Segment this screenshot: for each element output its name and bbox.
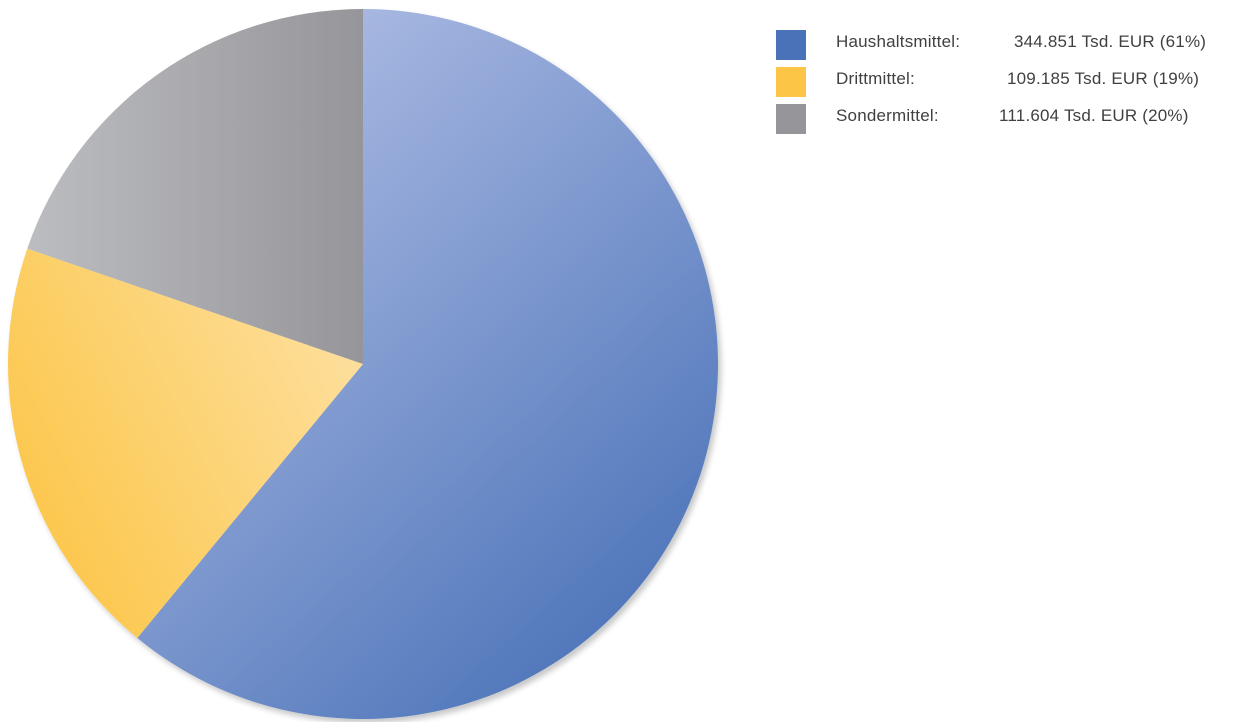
legend-label-sondermittel: Sondermittel: bbox=[836, 106, 939, 125]
chart-legend: Haushaltsmittel: 344.851 Tsd. EUR (61%) … bbox=[776, 24, 1246, 135]
legend-swatch-haushaltsmittel bbox=[776, 30, 806, 60]
legend-item-sondermittel: Sondermittel: 111.604 Tsd. EUR (20%) bbox=[776, 98, 1246, 135]
legend-value-sondermittel: 111.604 Tsd. EUR (20%) bbox=[999, 106, 1189, 125]
legend-label-drittmittel: Drittmittel: bbox=[836, 69, 915, 88]
legend-value-haushaltsmittel: 344.851 Tsd. EUR (61%) bbox=[1014, 32, 1207, 51]
legend-value-drittmittel: 109.185 Tsd. EUR (19%) bbox=[1007, 69, 1200, 88]
legend-label-haushaltsmittel: Haushaltsmittel: bbox=[836, 32, 961, 51]
legend-swatch-sondermittel bbox=[776, 104, 806, 134]
legend-item-drittmittel: Drittmittel: 109.185 Tsd. EUR (19%) bbox=[776, 61, 1246, 98]
legend-swatch-drittmittel bbox=[776, 67, 806, 97]
pie-slice-haushaltsmittel bbox=[137, 9, 718, 719]
pie-slice-drittmittel bbox=[7, 248, 363, 639]
legend-item-haushaltsmittel: Haushaltsmittel: 344.851 Tsd. EUR (61%) bbox=[776, 24, 1246, 61]
pie-chart bbox=[7, 9, 718, 719]
pie-slice-sondermittel bbox=[27, 9, 364, 364]
